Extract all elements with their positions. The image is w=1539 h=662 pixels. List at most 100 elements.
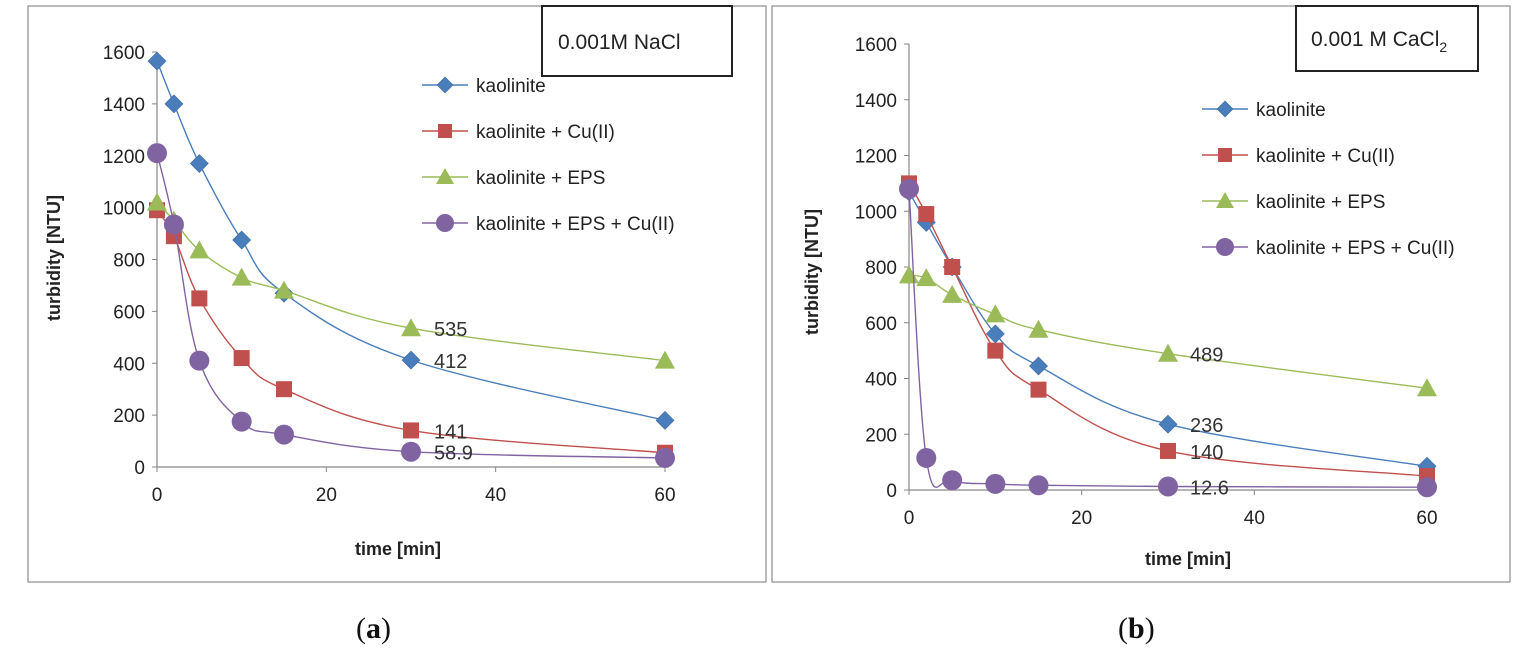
data-point-series-2: [987, 342, 1004, 359]
data-point-series-4: [401, 441, 421, 462]
data-point-series-3: [147, 192, 167, 211]
y-tick-label: 1200: [855, 147, 897, 168]
data-point-series-3: [401, 318, 421, 337]
y-tick-label: 1400: [103, 95, 145, 116]
data-point-series-4: [899, 178, 919, 199]
data-point-series-2: [403, 422, 419, 439]
data-label: 12.6: [1190, 477, 1229, 499]
x-axis-label: time [min]: [355, 539, 441, 559]
data-point-series-2: [1160, 442, 1176, 459]
caption-b-letter: b: [1128, 612, 1145, 645]
data-point-series-1: [147, 51, 167, 71]
data-point-series-2: [233, 350, 250, 367]
legend-marker-1: [1216, 100, 1234, 118]
data-point-series-4: [189, 350, 210, 371]
data-label: 140: [1190, 442, 1223, 464]
x-tick-label: 20: [316, 485, 337, 506]
y-tick-label: 1000: [103, 199, 145, 220]
chart-b-group: 0 200 400 600 800 1000 1200 1400 1600 0 20 40 60 turb…: [771, 5, 1511, 583]
condition-label: 0.001 M CaCl2: [1311, 28, 1447, 55]
y-tick-label: 800: [113, 251, 145, 272]
condition-label: 0.001M NaCl: [558, 31, 681, 54]
legend-entry-4: kaolinite + EPS + Cu(II): [476, 214, 675, 235]
data-point-series-1: [189, 154, 209, 173]
data-point-series-4: [147, 143, 167, 164]
condition-label-subscript: 2: [1439, 39, 1447, 55]
data-point-series-4: [985, 473, 1006, 494]
y-tick-label: 1600: [855, 35, 897, 56]
x-tick-label: 40: [485, 485, 506, 506]
data-point-series-4: [916, 447, 937, 468]
legend-marker-2: [1218, 148, 1232, 162]
legend-marker-1: [436, 76, 454, 94]
data-point-series-3: [655, 350, 675, 369]
data-point-series-3: [1158, 343, 1178, 362]
data-point-series-3: [942, 284, 963, 303]
y-axis-label: turbidity [NTU]: [802, 209, 822, 335]
legend-marker-2: [438, 124, 452, 138]
series-line-1: [908, 191, 1428, 467]
data-point-series-4: [231, 411, 252, 432]
legend-entry-3: kaolinite + EPS: [1256, 192, 1385, 213]
legend-marker-3: [436, 168, 454, 184]
data-point-series-3: [916, 268, 937, 287]
data-point-series-2: [191, 290, 208, 307]
data-point-series-1: [164, 94, 184, 114]
data-point-series-3: [274, 280, 294, 299]
condition-label-box: [1295, 5, 1479, 72]
y-tick-label: 400: [865, 370, 897, 391]
data-point-series-4: [1158, 476, 1178, 497]
x-tick-label: 60: [1416, 508, 1437, 529]
data-point-series-4: [274, 424, 294, 445]
data-point-series-1: [401, 350, 421, 370]
data-label: 58.9: [434, 443, 473, 465]
data-point-series-2: [944, 259, 961, 275]
data-point-series-2: [1030, 381, 1047, 398]
data-point-series-1: [1029, 356, 1048, 376]
x-tick-label: 0: [904, 508, 915, 529]
data-label: 236: [1190, 415, 1223, 437]
data-point-series-3: [985, 304, 1006, 323]
x-axis-label: time [min]: [1145, 549, 1231, 569]
chart-a-group: 0 200 400 600 800 1000 1200 1400 1600 0 20 40 60 turb…: [27, 5, 767, 583]
y-tick-label: 1600: [103, 43, 145, 64]
caption-a: (a): [356, 612, 391, 645]
series-line-2: [908, 183, 1428, 477]
y-tick-label: 1400: [855, 91, 897, 112]
y-tick-label: 400: [113, 354, 145, 375]
y-tick-label: 200: [113, 406, 145, 427]
chart-a-frame: [27, 5, 767, 583]
y-tick-label: 0: [886, 481, 897, 502]
legend-marker-4: [436, 214, 454, 232]
data-label: 535: [434, 319, 467, 341]
x-tick-label: 20: [1071, 508, 1092, 529]
y-tick-label: 1200: [103, 147, 145, 168]
condition-label-box: [541, 5, 733, 77]
legend-entry-1: kaolinite: [1256, 100, 1326, 121]
data-point-series-1: [232, 230, 252, 250]
data-point-series-4: [1417, 477, 1437, 498]
series-line-1: [156, 60, 666, 421]
data-label: 489: [1190, 345, 1223, 367]
legend-marker-3: [1216, 192, 1234, 208]
data-point-series-4: [942, 470, 963, 491]
data-label: 412: [434, 351, 467, 373]
x-tick-label: 0: [152, 485, 163, 506]
data-point-series-2: [918, 206, 935, 223]
y-tick-label: 800: [865, 258, 897, 279]
data-point-series-1: [1158, 414, 1178, 434]
data-point-series-4: [655, 447, 675, 468]
y-tick-label: 600: [113, 302, 145, 323]
y-tick-label: 0: [134, 458, 145, 479]
x-tick-label: 60: [654, 485, 675, 506]
legend-entry-4: kaolinite + EPS + Cu(II): [1256, 238, 1455, 259]
legend-entry-3: kaolinite + EPS: [476, 168, 605, 189]
y-tick-label: 600: [865, 314, 897, 335]
data-point-series-3: [1028, 319, 1049, 338]
legend-marker-4: [1216, 238, 1234, 256]
legend-entry-2: kaolinite + Cu(II): [476, 122, 615, 143]
y-tick-label: 200: [865, 425, 897, 446]
x-tick-label: 40: [1244, 508, 1265, 529]
y-axis-label: turbidity [NTU]: [44, 195, 64, 321]
